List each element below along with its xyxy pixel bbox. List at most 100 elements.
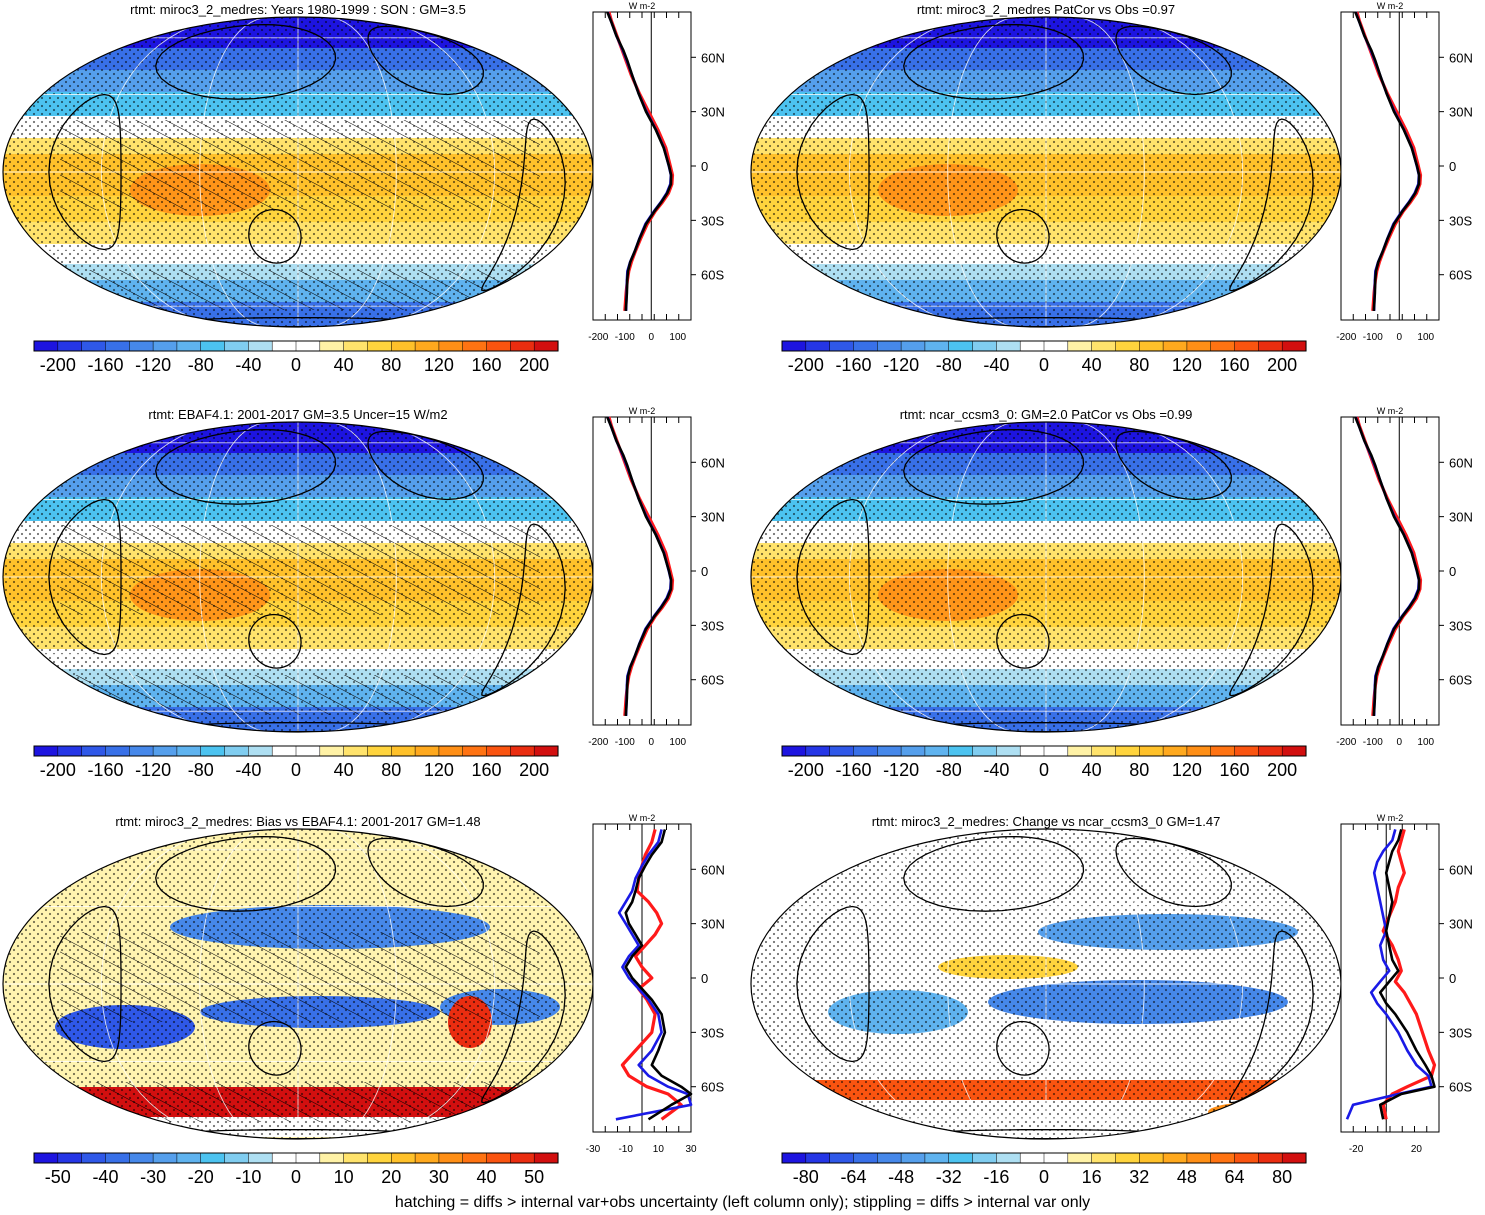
colorbar-swatch [1043,745,1069,757]
colorbar-swatch [1186,1152,1212,1164]
continent-eurasia [155,835,337,912]
colorbar-swatch [414,745,440,757]
colorbar-tick-label: 200 [1267,355,1297,375]
profile-lat-label: 30S [1449,618,1472,633]
profile-lat-label: 60N [701,862,725,877]
profile-lat-label: 30N [1449,510,1473,525]
colorbar-swatch [781,340,807,352]
colorbar-swatch [1091,340,1117,352]
continent-africa [48,498,122,656]
colorbar-tick-label: -30 [140,1167,166,1187]
colorbar-swatch [948,340,974,352]
colorbar-swatch [33,1152,59,1164]
colorbar-tick-label: 40 [477,1167,497,1187]
profile-units: W m-2 [629,813,656,823]
profile-bias: W m-2 60N 30N 0 30S 60S -30 -10 10 30 [586,813,725,1155]
continent-eurasia [155,428,337,505]
colorbar-swatch [1210,1152,1236,1164]
graticule-line [848,17,992,327]
colorbar-tick-label: 0 [1039,760,1049,780]
graticule-line [100,422,244,732]
continent-eurasia [903,23,1085,100]
colorbar-tick-label: -200 [788,760,824,780]
colorbar-swatch [805,1152,831,1164]
colorbar-tick-label: -48 [888,1167,914,1187]
colorbar-tick-label: 160 [1220,355,1250,375]
graticule-line [325,829,397,1139]
colorbar-tick-label: 40 [1082,355,1102,375]
colorbar-swatch [33,340,59,352]
map-reference-model: rtmt: ncar_ccsm3_0: GM=2.0 PatCor vs Obs… [750,407,1342,733]
colorbar-swatch [152,340,178,352]
continent-australia [248,1020,302,1076]
colorbar-swatch [152,1152,178,1164]
graticule-line [1073,829,1145,1139]
colorbar-swatch [343,340,369,352]
colorbar-pattern-correlation: -200 -160 -120 -80 -40 0 40 80 120 160 200 [781,340,1307,375]
panel-title: rtmt: miroc3_2_medres: Bias vs EBAF4.1: … [115,814,480,829]
graticule-line [947,829,1019,1139]
colorbar-swatch [1091,1152,1117,1164]
colorbar-swatch [829,745,855,757]
colorbar-tick-label: -32 [936,1167,962,1187]
profile-lat-label: 60N [1449,50,1473,65]
colorbar-swatch [1019,1152,1045,1164]
colorbar-swatch [414,340,440,352]
colorbar-tick-label: 50 [524,1167,544,1187]
colorbar-swatch [1210,340,1236,352]
colorbar-tick-label: -40 [92,1167,118,1187]
colorbar-swatch [877,1152,902,1164]
continent-south-america [481,523,566,697]
colorbar-swatch [510,340,535,352]
colorbar-swatch [853,745,878,757]
colorbar-tick-label: -50 [45,1167,71,1187]
colorbar-swatch [367,1152,392,1164]
profile-x-label: 0 [1396,332,1402,343]
hatching [30,270,590,310]
graticule-line [848,829,992,1139]
colorbar-swatch [319,340,345,352]
graticule-line [199,17,271,327]
colorbar-swatch [996,1152,1021,1164]
colorbar-tick-label: 200 [519,760,549,780]
colorbar-swatch [33,745,59,757]
map-change: rtmt: miroc3_2_medres: Change vs ncar_cc… [750,814,1342,1140]
profile-line-ensemble [624,829,693,1121]
continent-australia [248,208,302,264]
colorbar-swatch [805,745,831,757]
colorbar-swatch [924,340,950,352]
colorbar-swatch [510,745,535,757]
profile-x-label: -20 [1349,1144,1364,1155]
graticule-line [947,17,1019,327]
profile-x-label: 100 [1417,332,1434,343]
colorbar-tick-label: -80 [793,1167,819,1187]
profile-line-model [615,829,693,1121]
colorbar-swatch [1139,745,1164,757]
colorbar-tick-label: 200 [519,355,549,375]
continent-eurasia [903,835,1085,912]
colorbar-bias: -50 -40 -30 -20 -10 0 10 20 30 40 50 [33,1152,559,1187]
colorbar-tick-label: 80 [381,355,401,375]
profile-x-label: 10 [653,1144,665,1155]
profile-lat-label: 0 [1449,971,1456,986]
profile-change: W m-2 60N 30N 0 30S 60S -20 20 [1340,813,1473,1155]
colorbar-swatch [57,340,83,352]
colorbar-swatch [1115,745,1140,757]
map-model-mean: rtmt: miroc3_2_medres: Years 1980-1999 :… [2,2,594,328]
colorbar-tick-label: 10 [334,1167,354,1187]
graticule-line [100,17,244,327]
colorbar-swatch [438,745,464,757]
graticule-line [100,829,244,1139]
colorbar-swatch [176,1152,202,1164]
profile-line-ensemble [1378,829,1436,1120]
colorbar-swatch [1281,745,1307,757]
profile-line-model [1345,829,1433,1120]
profile-units: W m-2 [629,1,656,11]
profile-lat-label: 0 [701,564,708,579]
profile-x-label: -200 [588,332,608,343]
colorbar-swatch [200,745,226,757]
colorbar-swatch [224,1152,249,1164]
colorbar-swatch [781,745,807,757]
colorbar-change: -80 -64 -48 -32 -16 0 16 32 48 64 80 [781,1152,1307,1187]
colorbar-tick-label: 80 [1272,1167,1292,1187]
